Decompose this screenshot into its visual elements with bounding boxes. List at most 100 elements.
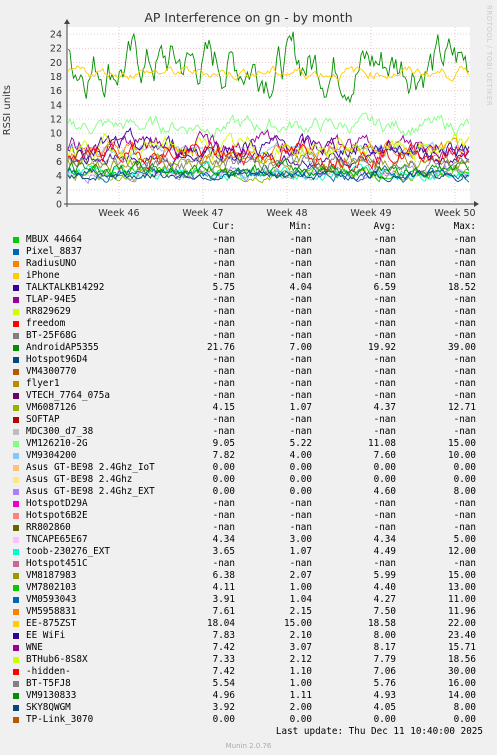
legend-avg-value: 4.49 bbox=[373, 546, 396, 557]
legend-swatch bbox=[13, 357, 19, 363]
legend-avg-value: 4.40 bbox=[373, 582, 396, 593]
legend-min-value: -nan bbox=[289, 246, 312, 257]
legend-max-value: 11.00 bbox=[448, 594, 476, 605]
legend-row: VM6087126 4.15 1.07 4.37 12.71 bbox=[0, 402, 497, 414]
legend-row: HotspotD29A -nan -nan -nan -nan bbox=[0, 498, 497, 510]
legend-avg-value: -nan bbox=[373, 234, 396, 245]
legend-min-value: 4.04 bbox=[289, 282, 312, 293]
x-tick-label: Week 49 bbox=[350, 208, 391, 219]
legend-min-value: 1.10 bbox=[289, 666, 312, 677]
legend-avg-value: -nan bbox=[373, 354, 396, 365]
y-tick-label: 22 bbox=[50, 44, 62, 55]
legend-swatch bbox=[13, 273, 19, 279]
legend-max-value: -nan bbox=[453, 294, 476, 305]
legend-swatch bbox=[13, 621, 19, 627]
legend-avg-value: 8.00 bbox=[373, 630, 396, 641]
legend-row: VM9304200 7.82 4.00 7.60 10.00 bbox=[0, 450, 497, 462]
legend-swatch bbox=[13, 669, 19, 675]
legend-cur-value: 7.61 bbox=[212, 606, 235, 617]
legend-swatch bbox=[13, 429, 19, 435]
series-line bbox=[67, 163, 470, 184]
legend-swatch bbox=[13, 645, 19, 651]
legend-avg-value: 0.00 bbox=[373, 714, 396, 725]
y-tick-label: 14 bbox=[50, 100, 62, 111]
legend-min-value: 1.04 bbox=[289, 594, 312, 605]
y-tick-label: 16 bbox=[50, 86, 62, 97]
legend-avg-value: -nan bbox=[373, 270, 396, 281]
legend-avg-value: 4.05 bbox=[373, 702, 396, 713]
series-line bbox=[67, 31, 470, 104]
legend-row: Hotspot451C -nan -nan -nan -nan bbox=[0, 558, 497, 570]
legend-header: Cur: Min: Avg: Max: bbox=[0, 221, 497, 233]
legend-cur-value: 7.42 bbox=[212, 666, 235, 677]
legend-col-max: Max: bbox=[453, 221, 476, 232]
legend-row: VM9130833 4.96 1.11 4.93 14.00 bbox=[0, 690, 497, 702]
legend-max-value: -nan bbox=[453, 510, 476, 521]
legend-swatch bbox=[13, 393, 19, 399]
y-axis-arrow bbox=[64, 19, 70, 24]
legend-row: toob-230276_EXT 3.65 1.07 4.49 12.00 bbox=[0, 546, 497, 558]
series-line bbox=[67, 127, 470, 165]
legend-series-name: SKY8QWGM bbox=[26, 702, 71, 713]
legend-swatch bbox=[13, 405, 19, 411]
legend-max-value: -nan bbox=[453, 330, 476, 341]
legend-series-name: VM7802103 bbox=[26, 582, 77, 593]
legend-avg-value: -nan bbox=[373, 330, 396, 341]
legend-row: Hotspot96D4 -nan -nan -nan -nan bbox=[0, 354, 497, 366]
legend-cur-value: 3.92 bbox=[212, 702, 235, 713]
legend-min-value: 5.22 bbox=[289, 438, 312, 449]
legend-avg-value: 19.92 bbox=[368, 342, 396, 353]
legend-cur-value: -nan bbox=[212, 510, 235, 521]
legend-cur-value: -nan bbox=[212, 366, 235, 377]
legend-series-name: Hotspot6B2E bbox=[26, 510, 88, 521]
legend-min-value: 2.12 bbox=[289, 654, 312, 665]
legend-avg-value: -nan bbox=[373, 390, 396, 401]
legend-min-value: -nan bbox=[289, 318, 312, 329]
legend-min-value: 0.00 bbox=[289, 462, 312, 473]
legend-row: TNCAPE65E67 4.34 3.00 4.34 5.00 bbox=[0, 534, 497, 546]
legend-series-name: VM5958831 bbox=[26, 606, 77, 617]
legend-max-value: 18.56 bbox=[448, 654, 476, 665]
legend-max-value: 18.52 bbox=[448, 282, 476, 293]
legend-avg-value: -nan bbox=[373, 294, 396, 305]
series-line bbox=[67, 169, 470, 183]
legend-swatch bbox=[13, 333, 19, 339]
series-line bbox=[67, 65, 470, 82]
legend-swatch bbox=[13, 345, 19, 351]
legend-swatch bbox=[13, 585, 19, 591]
legend-max-value: -nan bbox=[453, 378, 476, 389]
legend-cur-value: 4.34 bbox=[212, 534, 235, 545]
rrdtool-credit: RRDTOOL / TOBI OETIKER bbox=[485, 5, 493, 107]
legend-series-name: VM9130833 bbox=[26, 690, 77, 701]
legend-row: AndroidAP5355 21.76 7.00 19.92 39.00 bbox=[0, 342, 497, 354]
legend-cur-value: -nan bbox=[212, 498, 235, 509]
legend-avg-value: 4.34 bbox=[373, 534, 396, 545]
series-line bbox=[67, 141, 470, 173]
legend-row: Asus GT-BE98 2.4Ghz_IoT 0.00 0.00 0.00 0.00 bbox=[0, 462, 497, 474]
legend-min-value: -nan bbox=[289, 498, 312, 509]
legend-min-value: 3.07 bbox=[289, 642, 312, 653]
legend-swatch bbox=[13, 285, 19, 291]
legend-max-value: 8.00 bbox=[453, 702, 476, 713]
legend-avg-value: 18.58 bbox=[368, 618, 396, 629]
legend-avg-value: 0.00 bbox=[373, 462, 396, 473]
y-tick-label: 4 bbox=[56, 171, 62, 182]
legend-series-name: TLAP-94E5 bbox=[26, 294, 77, 305]
legend-swatch bbox=[13, 501, 19, 507]
legend-swatch bbox=[13, 633, 19, 639]
legend-swatch bbox=[13, 321, 19, 327]
legend-series-name: TALKTALKB14292 bbox=[26, 282, 105, 293]
legend-max-value: -nan bbox=[453, 306, 476, 317]
legend-series-name: VM0593043 bbox=[26, 594, 77, 605]
legend-series-name: HotspotD29A bbox=[26, 498, 88, 509]
last-update: Last update: Thu Dec 11 10:40:00 2025 bbox=[275, 726, 483, 737]
legend-max-value: -nan bbox=[453, 234, 476, 245]
legend-row: VM126210-2G 9.05 5.22 11.08 15.00 bbox=[0, 438, 497, 450]
legend-cur-value: -nan bbox=[212, 246, 235, 257]
legend-avg-value: -nan bbox=[373, 258, 396, 269]
legend-row: RadiusUNO -nan -nan -nan -nan bbox=[0, 258, 497, 270]
legend-row: TP-Link_3070 0.00 0.00 0.00 0.00 bbox=[0, 714, 497, 726]
legend-avg-value: 4.93 bbox=[373, 690, 396, 701]
legend-cur-value: 18.04 bbox=[207, 618, 235, 629]
legend-series-name: EE WiFi bbox=[26, 630, 66, 641]
